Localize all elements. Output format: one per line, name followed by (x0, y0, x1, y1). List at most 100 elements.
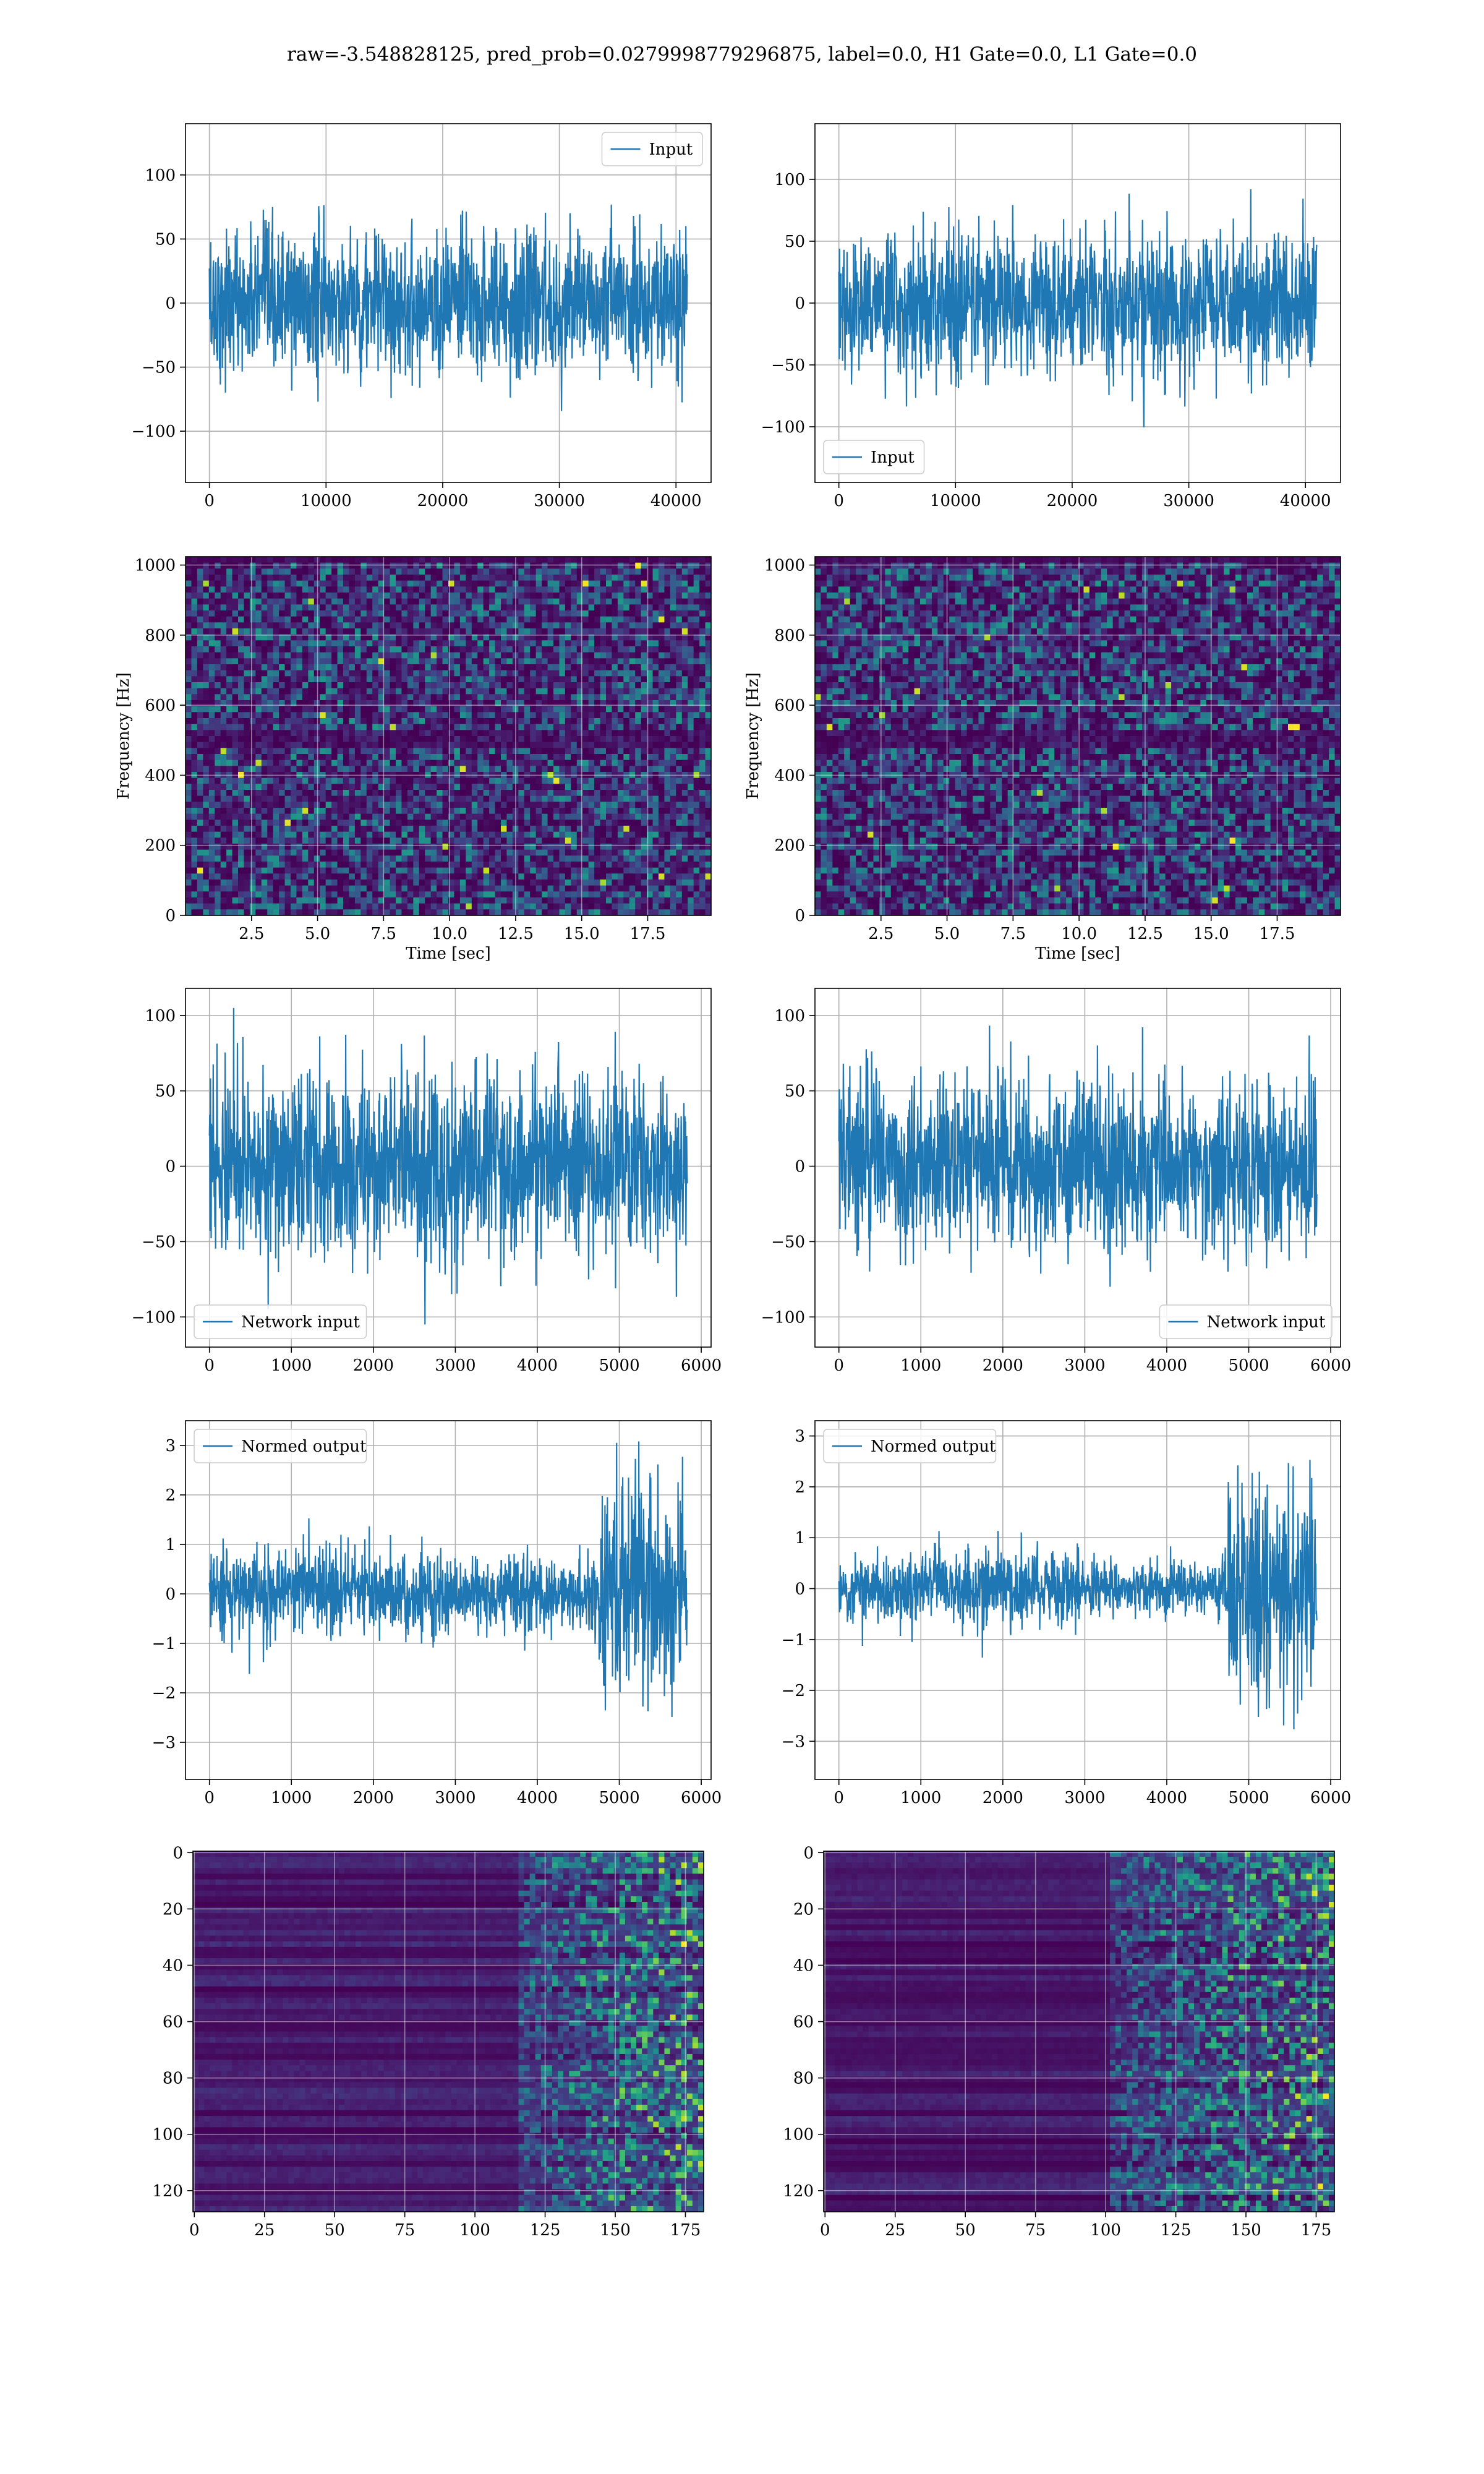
y-tick-label: 80 (793, 2070, 814, 2088)
y-tick-label: 50 (785, 1082, 805, 1101)
y-tick-label: 0 (165, 1585, 176, 1604)
x-tick-label: 5000 (1228, 1789, 1269, 1807)
y-tick-label: 400 (145, 766, 176, 785)
y-tick-label: 0 (795, 294, 805, 313)
y-tick-label: 0 (165, 294, 176, 313)
legend-label: Input (871, 448, 915, 467)
x-tick-label: 10.0 (1061, 925, 1097, 943)
legend-label: Network input (241, 1313, 360, 1332)
x-tick-label: 2000 (353, 1789, 394, 1807)
legend: Normed output (194, 1429, 367, 1463)
x-tick-label: 30000 (1163, 492, 1214, 510)
x-tick-label: 40000 (650, 492, 702, 510)
x-tick-label: 4000 (1146, 1789, 1187, 1807)
x-tick-label: 150 (1230, 2221, 1261, 2240)
x-tick-label: 125 (1161, 2221, 1192, 2240)
y-tick-label: 100 (783, 2126, 814, 2144)
y-tick-label: −1 (782, 1631, 805, 1650)
x-tick-label: 0 (204, 492, 215, 510)
x-tick-label: 6000 (1310, 1356, 1351, 1375)
y-tick-label: 200 (774, 837, 805, 855)
x-tick-label: 0 (820, 2221, 830, 2240)
y-tick-label: 40 (163, 1956, 183, 1975)
chart-spectrogram-l1: 2.5 5.0 7.5 10.0 12.5 15.0 17.5020040060080010… (744, 557, 1341, 963)
x-tick-label: 2000 (983, 1356, 1023, 1375)
x-tick-label: 100 (459, 2221, 490, 2240)
legend-label: Normed output (871, 1437, 996, 1456)
y-tick-label: 1 (795, 1529, 805, 1547)
y-tick-label: 600 (774, 696, 805, 715)
legend: Input (602, 132, 703, 166)
x-tick-label: 5000 (599, 1789, 639, 1807)
y-tick-label: 1000 (764, 557, 805, 575)
legend: Network input (194, 1305, 367, 1338)
y-tick-label: −3 (782, 1732, 805, 1751)
y-tick-label: −1 (152, 1635, 176, 1653)
y-tick-label: 100 (152, 2126, 183, 2144)
x-tick-label: 2.5 (868, 925, 893, 943)
chart-network-input-l1: 0 1000 2000 3000 4000 5000 6000−100−50050100Ne… (761, 988, 1352, 1375)
chart-spectrogram-h1: 2.5 5.0 7.5 10.0 12.5 15.0 17.5020040060080010… (114, 557, 712, 963)
y-tick-label: 0 (165, 907, 176, 925)
series-line (839, 1460, 1317, 1729)
x-tick-label: 0 (834, 1789, 844, 1807)
series-line (210, 1008, 688, 1325)
x-tick-label: 3000 (435, 1356, 475, 1375)
x-tick-label: 4000 (517, 1356, 558, 1375)
heatmap-cells (193, 1851, 704, 2212)
x-tick-label: 150 (600, 2221, 631, 2240)
x-tick-label: 25 (254, 2221, 275, 2240)
y-tick-label: −100 (761, 1308, 805, 1327)
x-tick-label: 50 (955, 2221, 976, 2240)
y-tick-label: 60 (793, 2013, 814, 2032)
x-tick-label: 6000 (681, 1789, 722, 1807)
x-tick-label: 25 (885, 2221, 905, 2240)
x-tick-label: 5.0 (934, 925, 960, 943)
x-tick-label: 12.5 (498, 925, 534, 943)
x-tick-label: 5000 (599, 1356, 639, 1375)
x-tick-label: 175 (670, 2221, 701, 2240)
y-tick-label: 800 (145, 627, 176, 645)
series-line (839, 189, 1317, 427)
x-axis-label: Time [sec] (406, 944, 491, 963)
y-tick-label: −2 (782, 1682, 805, 1700)
x-tick-label: 20000 (417, 492, 469, 510)
y-tick-label: 1 (165, 1536, 176, 1554)
y-tick-label: 1000 (135, 557, 176, 575)
x-tick-label: 5000 (1228, 1356, 1269, 1375)
y-tick-label: −3 (152, 1734, 176, 1752)
y-tick-label: 0 (803, 1844, 814, 1862)
x-tick-label: 0 (834, 492, 844, 510)
x-tick-label: 5.0 (305, 925, 330, 943)
y-tick-label: 100 (774, 171, 805, 189)
x-tick-label: 4000 (1146, 1356, 1187, 1375)
x-tick-label: 1000 (900, 1789, 941, 1807)
y-tick-label: 50 (155, 1082, 176, 1101)
x-tick-label: 20000 (1047, 492, 1098, 510)
y-tick-label: 800 (774, 627, 805, 645)
legend: Input (824, 440, 924, 474)
y-tick-label: 40 (793, 1956, 814, 1975)
x-tick-label: 7.5 (371, 925, 396, 943)
y-tick-label: 0 (795, 1580, 805, 1598)
legend: Normed output (824, 1429, 996, 1463)
y-tick-label: −2 (152, 1684, 176, 1703)
x-tick-label: 100 (1090, 2221, 1121, 2240)
x-tick-label: 10000 (301, 492, 352, 510)
x-tick-label: 10000 (930, 492, 981, 510)
chart-normed-output-l1: 0 1000 2000 3000 4000 5000 6000−3−2−10123Norme… (782, 1421, 1352, 1807)
series-line (839, 1025, 1317, 1286)
y-tick-label: 50 (785, 233, 805, 251)
series-line (210, 205, 688, 411)
y-tick-label: 3 (165, 1437, 176, 1455)
series-line (210, 1442, 688, 1718)
y-tick-label: 3 (795, 1427, 805, 1446)
x-tick-label: 12.5 (1127, 925, 1163, 943)
y-tick-label: 0 (173, 1844, 183, 1862)
x-tick-label: 7.5 (1000, 925, 1026, 943)
y-axis-label: Frequency [Hz] (114, 672, 133, 800)
y-tick-label: 100 (774, 1007, 805, 1025)
